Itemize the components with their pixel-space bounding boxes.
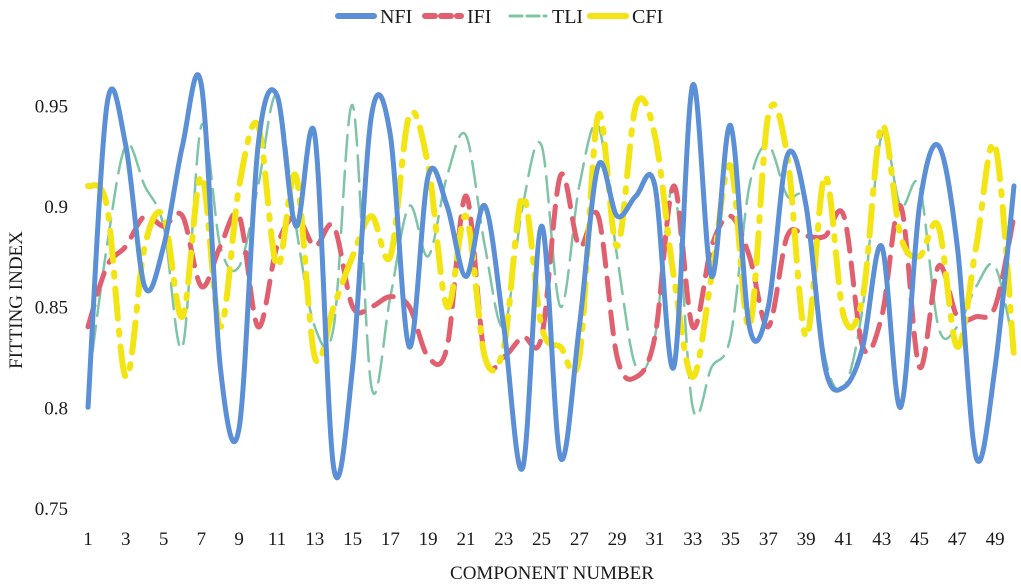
x-tick-label: 41 [834, 529, 853, 550]
y-axis-ticks: 0.75 0.8 0.85 0.9 0.95 [35, 96, 68, 520]
x-tick-label: 33 [683, 529, 702, 550]
legend-label-nfi: NFI [380, 6, 412, 28]
x-tick-label: 35 [721, 529, 740, 550]
series-line-ifi [85, 171, 1017, 382]
legend-label-ifi: IFI [467, 6, 491, 28]
x-tick-label: 9 [234, 529, 244, 550]
y-tick-label: 0.85 [35, 298, 68, 319]
y-tick-label: 0.95 [35, 96, 68, 117]
x-axis-ticks: 1 3 5 7 9 11 13 15 17 19 21 23 25 27 29 31 33 35 37 39 41 43 4… [83, 529, 1004, 550]
x-tick-label: 39 [797, 529, 816, 550]
y-tick-label: 0.75 [35, 499, 68, 520]
x-tick-label: 15 [343, 529, 362, 550]
x-tick-label: 21 [456, 529, 475, 550]
legend-label-tli: TLI [552, 6, 583, 28]
x-tick-label: 17 [381, 529, 400, 550]
x-tick-label: 13 [305, 529, 324, 550]
x-tick-label: 27 [570, 529, 589, 550]
series-line-tli [86, 94, 1016, 418]
x-tick-label: 3 [121, 529, 131, 550]
x-tick-label: 45 [910, 529, 929, 550]
x-axis-title: COMPONENT NUMBER [450, 563, 654, 584]
y-tick-label: 0.9 [44, 197, 68, 218]
x-tick-label: 49 [986, 529, 1005, 550]
x-tick-label: 1 [83, 529, 93, 550]
x-tick-label: 7 [197, 529, 207, 550]
x-tick-label: 5 [159, 529, 169, 550]
y-tick-label: 0.8 [44, 398, 68, 419]
x-tick-label: 29 [608, 529, 627, 550]
series-layer [85, 72, 1017, 480]
x-tick-label: 31 [645, 529, 664, 550]
x-tick-label: 19 [419, 529, 438, 550]
series-line-cfi [85, 95, 1017, 381]
series-line-nfi [85, 72, 1017, 480]
x-tick-label: 47 [948, 529, 967, 550]
y-axis-title: FITTING INDEX [6, 231, 27, 369]
x-tick-label: 11 [268, 529, 286, 550]
x-tick-label: 37 [759, 529, 778, 550]
x-tick-label: 43 [872, 529, 891, 550]
x-tick-label: 25 [532, 529, 551, 550]
legend: NFI IFI TLI CFI [335, 6, 663, 28]
x-tick-label: 23 [494, 529, 513, 550]
legend-label-cfi: CFI [632, 6, 663, 28]
